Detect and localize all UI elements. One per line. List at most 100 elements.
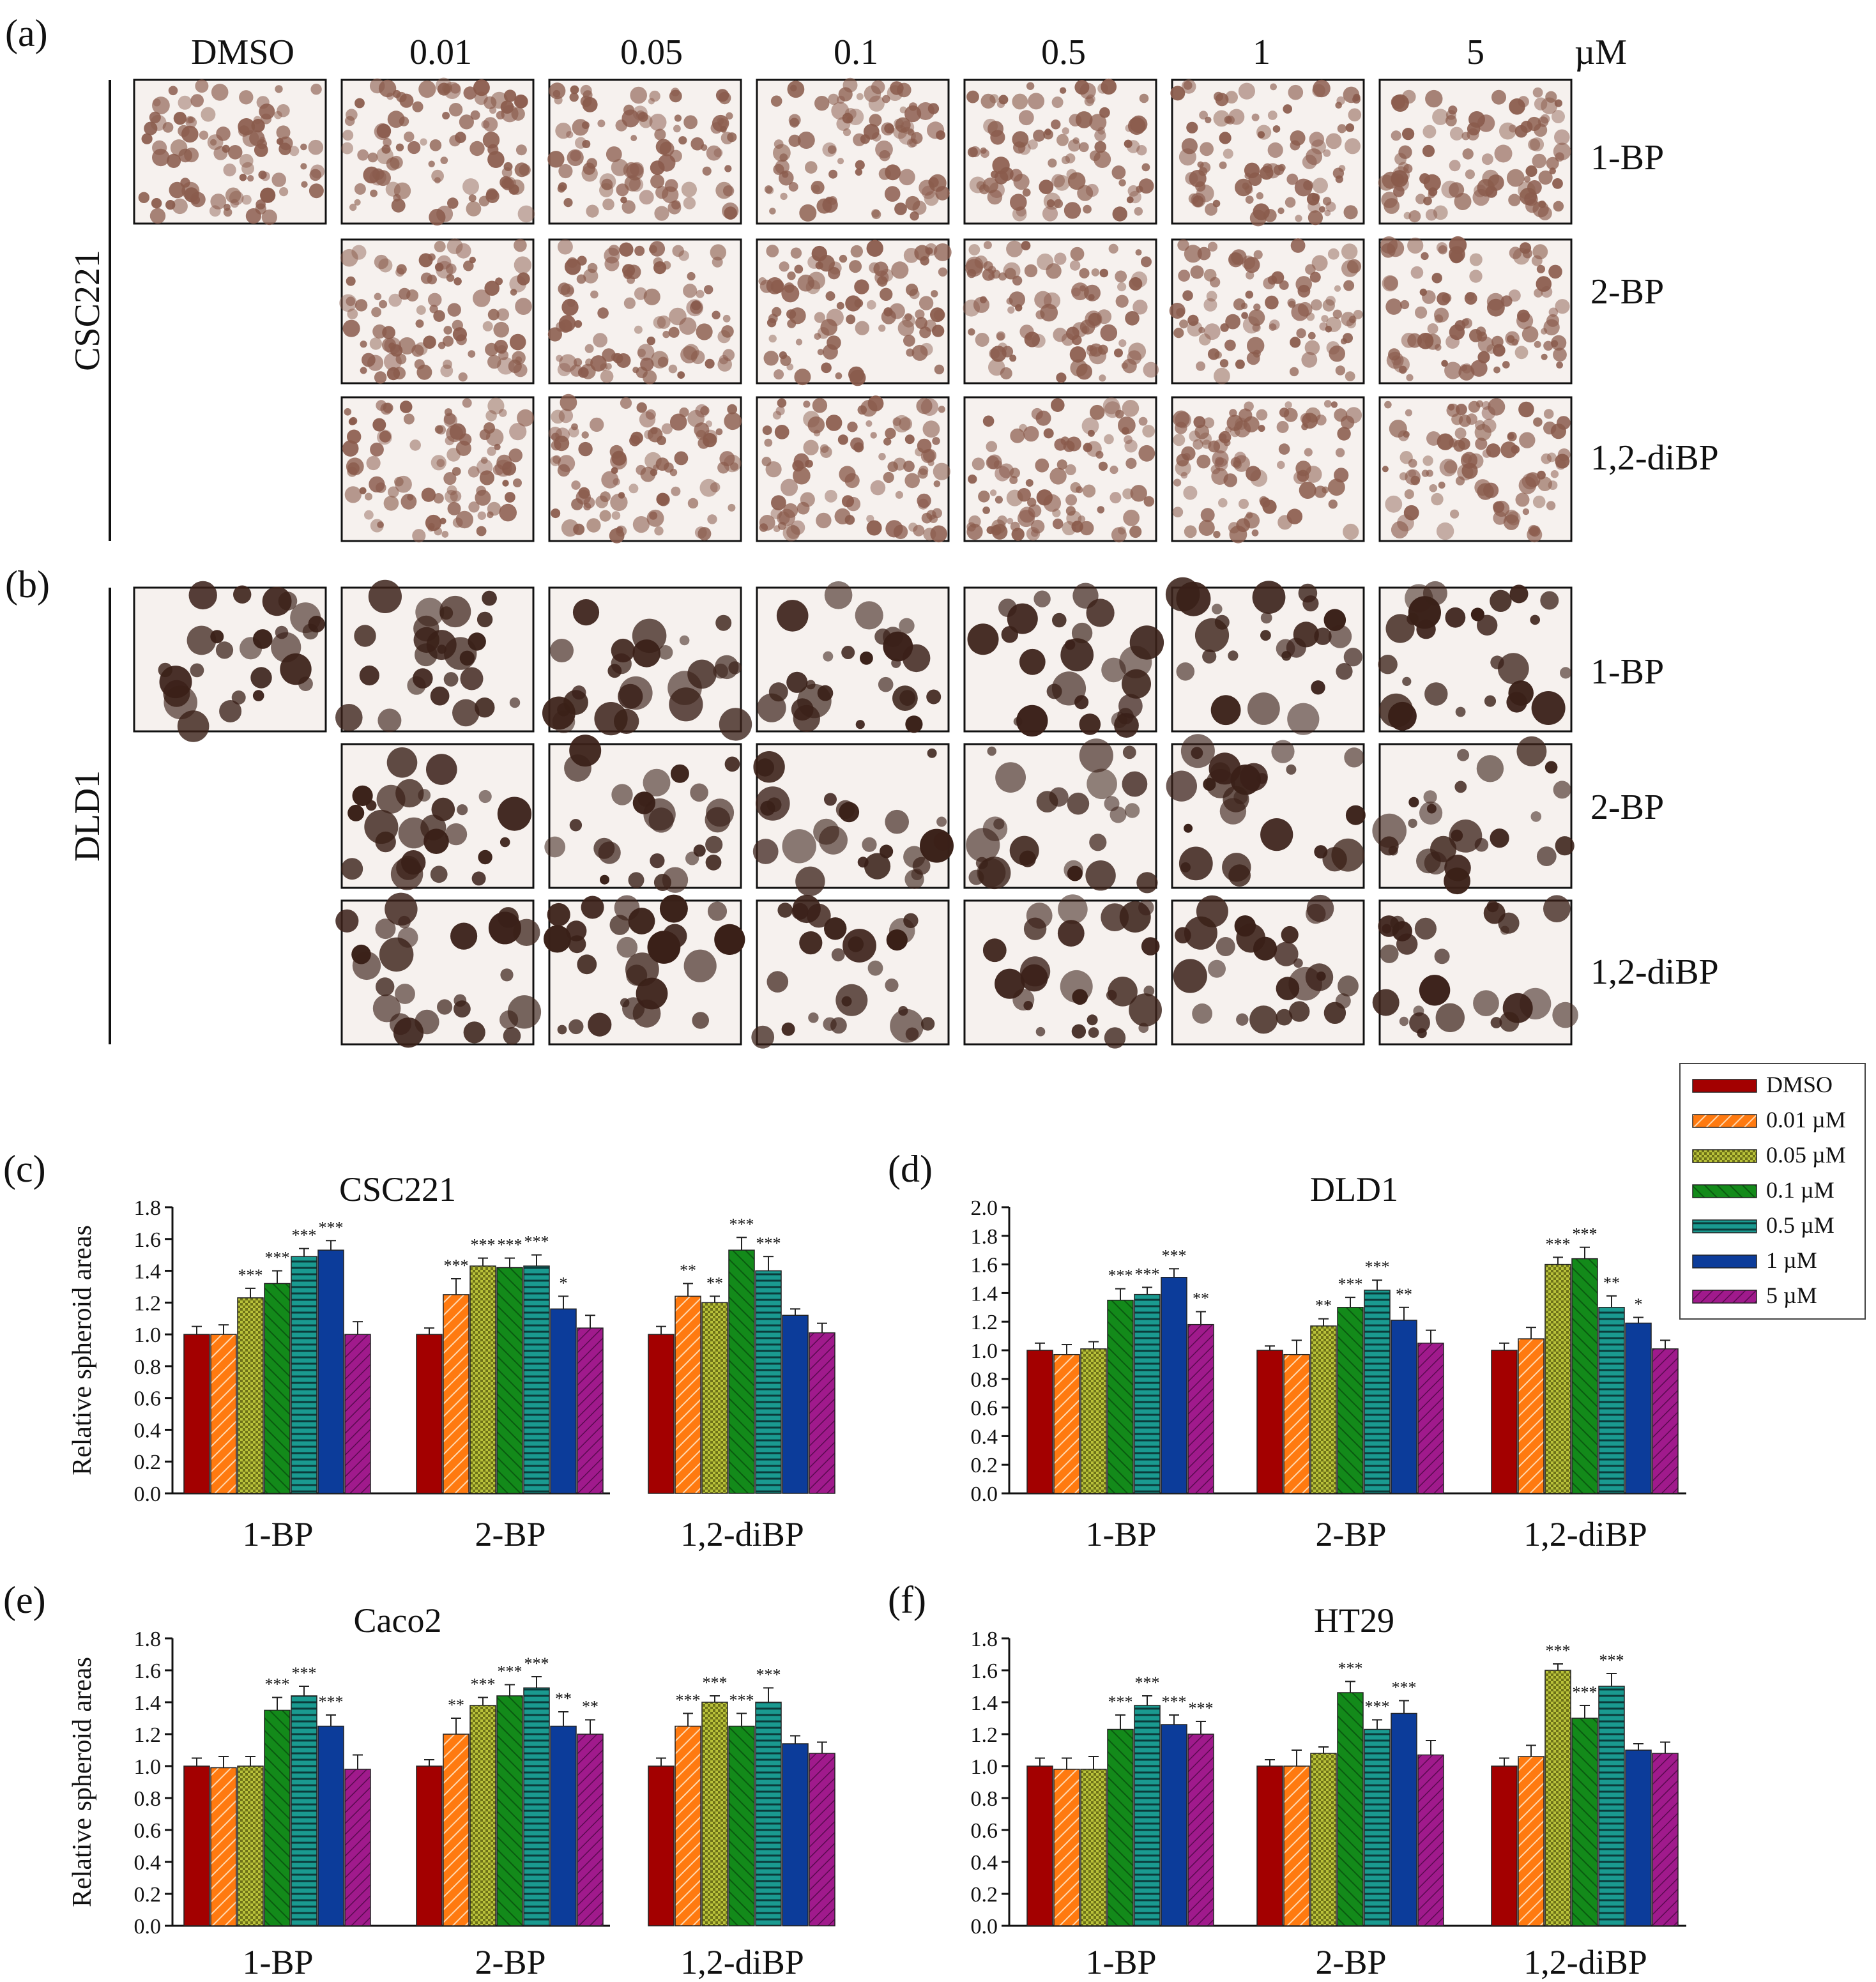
spheroid	[760, 800, 775, 816]
spheroid	[1043, 494, 1062, 512]
spheroid	[825, 489, 837, 503]
spheroid	[188, 581, 217, 610]
spheroid	[1132, 300, 1148, 315]
spheroid	[920, 398, 939, 416]
spheroid	[822, 344, 838, 360]
spheroid	[1051, 119, 1061, 130]
spheroid	[597, 119, 606, 128]
spheroid	[1450, 509, 1460, 519]
spheroid	[823, 651, 834, 662]
spheroid	[1065, 506, 1076, 516]
spheroid	[277, 104, 290, 118]
spheroid	[1486, 443, 1500, 458]
spheroid	[570, 364, 583, 377]
spheroid	[517, 205, 535, 223]
spheroid	[1334, 468, 1349, 483]
spheroid	[1299, 482, 1316, 499]
spheroid	[1205, 203, 1217, 216]
spheroid	[724, 756, 740, 772]
spheroid	[1118, 339, 1127, 347]
spheroid	[909, 289, 920, 300]
bar	[1134, 1293, 1161, 1494]
spheroid	[870, 432, 877, 439]
significance-marker: ***	[1338, 1275, 1363, 1293]
spheroid	[1097, 506, 1105, 514]
bar	[317, 1249, 344, 1494]
spheroid	[566, 920, 587, 941]
spheroid	[1169, 303, 1186, 319]
spheroid	[816, 512, 832, 529]
spheroid	[679, 635, 690, 646]
spheroid	[1012, 93, 1028, 110]
spheroid	[899, 169, 915, 186]
spheroid	[434, 263, 444, 272]
spheroid	[452, 699, 480, 727]
spheroid	[480, 457, 488, 464]
spheroid	[1012, 131, 1029, 148]
spheroid	[1425, 209, 1438, 221]
spheroid	[1238, 82, 1255, 100]
spheroid	[751, 1025, 775, 1049]
spheroid	[1509, 584, 1529, 604]
spheroid	[634, 245, 645, 256]
spheroid	[1525, 165, 1537, 178]
spheroid	[1258, 425, 1265, 432]
spheroid-photo	[339, 238, 535, 385]
spheroid	[658, 645, 673, 660]
spheroid	[649, 114, 667, 131]
significance-marker: **	[1193, 1290, 1209, 1308]
spheroid	[616, 183, 629, 197]
spheroid	[669, 468, 678, 476]
spheroid	[347, 462, 360, 475]
spheroid	[765, 186, 774, 195]
spheroid	[1469, 270, 1483, 283]
spheroid	[1550, 470, 1559, 478]
spheroid	[1175, 927, 1191, 943]
spheroid	[1186, 121, 1198, 133]
spheroid	[1419, 801, 1443, 825]
chart-title: Caco2	[354, 1601, 442, 1640]
spheroid	[807, 255, 821, 269]
row-label-2-BP: 2-BP	[1590, 272, 1664, 312]
y-tick-label: 1.0	[134, 1323, 162, 1347]
spheroid	[1453, 439, 1466, 452]
spheroid	[1087, 768, 1117, 799]
spheroid	[436, 206, 454, 222]
spheroid	[1290, 337, 1301, 348]
spheroid	[388, 486, 399, 498]
spheroid	[483, 117, 498, 132]
spheroid	[899, 417, 913, 431]
spheroid	[1223, 148, 1233, 159]
column-header-2: 0.05	[620, 33, 683, 72]
spheroid	[364, 510, 374, 520]
spheroid	[1196, 454, 1210, 469]
spheroid	[511, 107, 525, 121]
spheroid	[1523, 176, 1531, 183]
spheroid	[1423, 790, 1437, 804]
spheroid	[1329, 345, 1345, 362]
spheroid	[354, 625, 376, 647]
spheroid	[799, 931, 823, 955]
spheroid	[1291, 303, 1309, 321]
spheroid	[443, 472, 457, 485]
significance-marker: ***	[471, 1236, 496, 1254]
spheroid	[342, 319, 360, 337]
spheroid	[1086, 598, 1115, 627]
spheroid	[763, 351, 779, 366]
spheroid	[1543, 895, 1571, 922]
spheroid	[814, 312, 825, 323]
spheroid	[705, 854, 722, 871]
spheroid	[477, 511, 486, 520]
spheroid	[1467, 122, 1481, 135]
spheroid-photo	[548, 393, 742, 544]
spheroid	[450, 922, 478, 950]
spheroid	[233, 585, 252, 604]
bar	[1652, 1348, 1679, 1494]
spheroid	[1129, 525, 1142, 538]
spheroid	[1533, 417, 1543, 427]
spheroid	[996, 331, 1006, 341]
spheroid	[1079, 268, 1090, 278]
spheroid	[1228, 522, 1240, 534]
spheroid	[550, 639, 574, 662]
spheroid	[557, 239, 573, 255]
